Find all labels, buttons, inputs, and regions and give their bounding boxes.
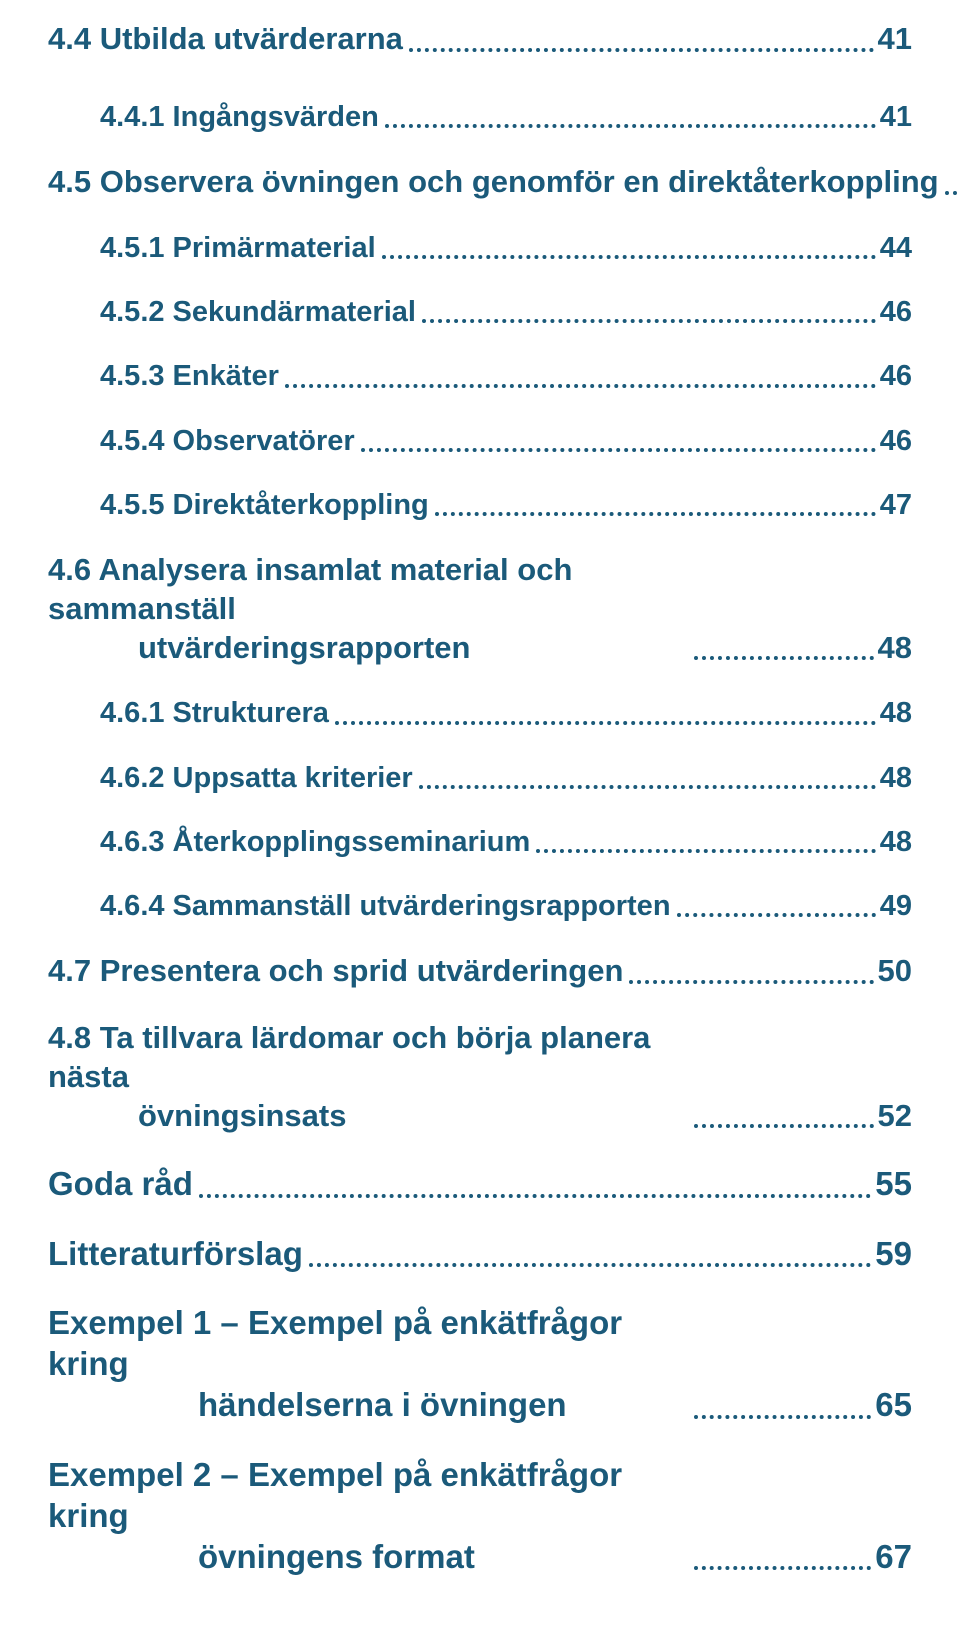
toc-label-continuation: övningsinsats (48, 1097, 688, 1136)
toc-label: 4.4.1 Ingångsvärden (100, 99, 379, 135)
leader-dots (629, 980, 873, 984)
toc-page-number: 50 (878, 952, 912, 991)
toc-entry: 4.6.2 Uppsatta kriterier 48 (48, 760, 912, 796)
toc-label-continuation: utvärderingsrapporten (48, 629, 688, 668)
leader-dots (694, 1124, 874, 1128)
toc-page-number: 49 (880, 888, 912, 924)
toc-page-number: 52 (878, 1097, 912, 1136)
leader-dots (536, 849, 875, 853)
toc-entry: Exempel 1 – Exempel på enkätfrågor kring… (48, 1302, 912, 1426)
toc-page: 4.4 Utbilda utvärderarna414.4.1 Ingångsv… (0, 0, 960, 1645)
leader-dots (409, 48, 874, 52)
toc-page-number: 44 (880, 230, 912, 266)
leader-dots (419, 785, 876, 789)
leader-dots (199, 1194, 871, 1198)
toc-entry: 4.5.4 Observatörer 46 (48, 423, 912, 459)
toc-label-wrap: 4.6 Analysera insamlat material och samm… (48, 551, 688, 667)
toc-entry: 4.5.2 Sekundärmaterial 46 (48, 294, 912, 330)
toc-label: 4.7 Presentera och sprid utvärderingen (48, 952, 623, 991)
toc-entry: Goda råd 55 (48, 1163, 912, 1204)
leader-dots (677, 913, 876, 917)
leader-dots (382, 255, 876, 259)
toc-label: 4.6.1 Strukturera (100, 695, 329, 731)
toc-page-number: 46 (880, 358, 912, 394)
toc-entry: 4.5.1 Primärmaterial 44 (48, 230, 912, 266)
leader-dots (335, 721, 876, 725)
leader-dots (285, 384, 876, 388)
leader-dots (694, 1566, 871, 1570)
toc-page-number: 65 (875, 1384, 912, 1425)
toc-label: 4.6.4 Sammanställ utvärderingsrapporten (100, 888, 671, 924)
toc-page-number: 46 (880, 294, 912, 330)
leader-dots (422, 319, 876, 323)
toc-label-wrap: 4.8 Ta tillvara lärdomar och börja plane… (48, 1019, 688, 1135)
toc-page-number: 67 (875, 1536, 912, 1577)
toc-page-number: 46 (880, 423, 912, 459)
toc-entry: Litteraturförslag 59 (48, 1233, 912, 1274)
toc-page-number: 48 (880, 760, 912, 796)
toc-page-number: 55 (875, 1163, 912, 1204)
toc-label: 4.5.2 Sekundärmaterial (100, 294, 416, 330)
toc-label-continuation: övningens format (48, 1536, 688, 1577)
toc-entry: Exempel 2 – Exempel på enkätfrågor kring… (48, 1454, 912, 1578)
toc-label: Goda råd (48, 1163, 193, 1204)
leader-dots (309, 1263, 871, 1267)
toc-entry: 4.5.5 Direktåterkoppling 47 (48, 487, 912, 523)
toc-entry: 4.4 Utbilda utvärderarna 41 (48, 20, 912, 59)
leader-dots (694, 656, 874, 660)
toc-entry: 4.5 Observera övningen och genomför en d… (48, 163, 912, 202)
toc-label-continuation: händelserna i övningen (48, 1384, 688, 1425)
toc-page-number: 41 (880, 99, 912, 135)
toc-entry: 4.6.1 Strukturera 48 (48, 695, 912, 731)
toc-entry: 4.7 Presentera och sprid utvärderingen 50 (48, 952, 912, 991)
toc-label-wrap: Exempel 2 – Exempel på enkätfrågor kring… (48, 1454, 688, 1578)
toc-entry: 4.8 Ta tillvara lärdomar och börja plane… (48, 1019, 912, 1135)
toc-label: 4.5.1 Primärmaterial (100, 230, 376, 266)
toc-entry: 4.6 Analysera insamlat material och samm… (48, 551, 912, 667)
leader-dots (694, 1415, 871, 1419)
toc-entry: 4.4.1 Ingångsvärden 41 (48, 99, 912, 135)
toc-entry: 4.6.3 Återkopplingsseminarium 48 (48, 824, 912, 860)
toc-label-wrap: Exempel 1 – Exempel på enkätfrågor kring… (48, 1302, 688, 1426)
toc-label: 4.5.3 Enkäter (100, 358, 279, 394)
toc-label: Exempel 2 – Exempel på enkätfrågor kring (48, 1456, 622, 1534)
toc-page-number: 48 (880, 695, 912, 731)
toc-page-number: 59 (875, 1233, 912, 1274)
toc-label: 4.8 Ta tillvara lärdomar och börja plane… (48, 1020, 650, 1094)
toc-label: 4.5 Observera övningen och genomför en d… (48, 163, 939, 202)
toc-page-number: 48 (880, 824, 912, 860)
toc-page-number: 41 (878, 20, 912, 59)
toc-label: 4.4 Utbilda utvärderarna (48, 20, 403, 59)
toc-label: Litteraturförslag (48, 1233, 303, 1274)
toc-label: 4.5.4 Observatörer (100, 423, 355, 459)
toc-label: 4.6 Analysera insamlat material och samm… (48, 552, 572, 626)
toc-entry: 4.6.4 Sammanställ utvärderingsrapporten 4… (48, 888, 912, 924)
toc-label: 4.5.5 Direktåterkoppling (100, 487, 429, 523)
toc-label: 4.6.2 Uppsatta kriterier (100, 760, 413, 796)
toc-page-number: 48 (878, 629, 912, 668)
toc-label: 4.6.3 Återkopplingsseminarium (100, 824, 530, 860)
toc-label: Exempel 1 – Exempel på enkätfrågor kring (48, 1304, 622, 1382)
toc-entry: 4.5.3 Enkäter 46 (48, 358, 912, 394)
leader-dots (945, 191, 957, 195)
leader-dots (361, 448, 876, 452)
toc-page-number: 47 (880, 487, 912, 523)
leader-dots (435, 512, 876, 516)
leader-dots (385, 124, 876, 128)
